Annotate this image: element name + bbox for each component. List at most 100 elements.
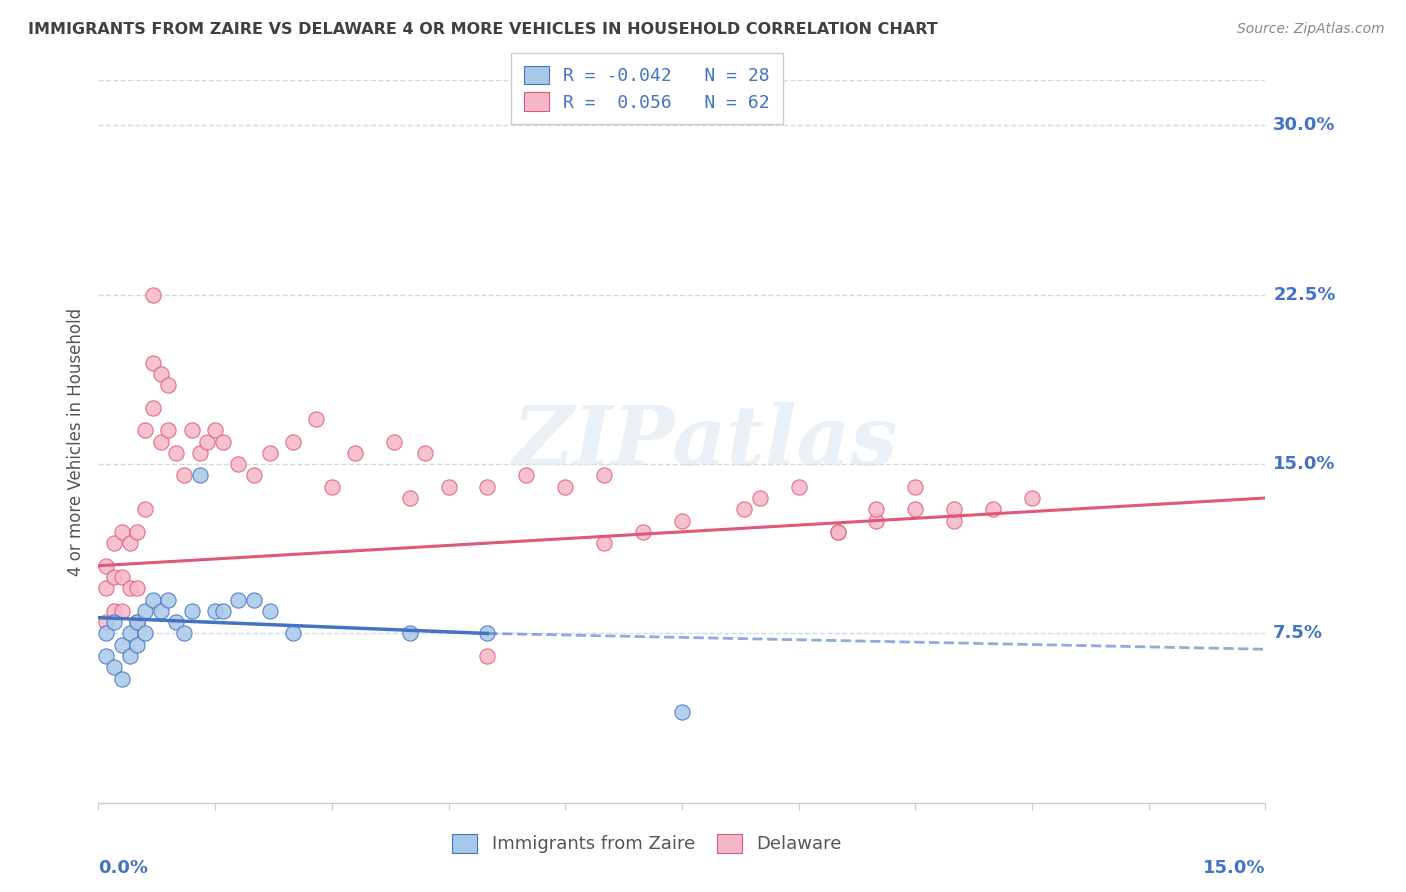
Point [134, 502, 156, 516]
Point [281, 434, 304, 449]
Point [437, 480, 460, 494]
Point [127, 615, 149, 630]
Point [243, 468, 266, 483]
Point [118, 626, 141, 640]
Legend: Immigrants from Zaire, Delaware: Immigrants from Zaire, Delaware [440, 822, 855, 866]
Point [259, 604, 281, 618]
Point [157, 378, 180, 392]
Point [554, 480, 576, 494]
Point [398, 491, 420, 505]
Point [204, 604, 226, 618]
Point [827, 524, 849, 539]
Point [118, 648, 141, 663]
Point [204, 423, 226, 437]
Point [259, 446, 281, 460]
Point [111, 524, 134, 539]
Point [173, 468, 195, 483]
Point [671, 706, 693, 720]
Point [748, 491, 770, 505]
Point [157, 423, 180, 437]
Point [593, 468, 616, 483]
Point [103, 604, 125, 618]
Point [243, 592, 266, 607]
Point [142, 355, 165, 369]
Point [134, 604, 156, 618]
Point [981, 502, 1004, 516]
Point [118, 536, 141, 550]
Point [96, 615, 118, 630]
Point [477, 626, 499, 640]
Point [149, 604, 172, 618]
Point [142, 401, 165, 415]
Text: 30.0%: 30.0% [1274, 117, 1336, 135]
Point [477, 648, 499, 663]
Point [671, 514, 693, 528]
Point [127, 582, 149, 596]
Point [787, 480, 810, 494]
Point [127, 615, 149, 630]
Point [111, 570, 134, 584]
Point [865, 502, 887, 516]
Text: IMMIGRANTS FROM ZAIRE VS DELAWARE 4 OR MORE VEHICLES IN HOUSEHOLD CORRELATION CH: IMMIGRANTS FROM ZAIRE VS DELAWARE 4 OR M… [28, 22, 938, 37]
Point [188, 446, 211, 460]
Point [398, 626, 420, 640]
Text: 15.0%: 15.0% [1274, 455, 1336, 473]
Point [173, 626, 195, 640]
Point [305, 412, 328, 426]
Point [134, 423, 156, 437]
Point [118, 582, 141, 596]
Point [157, 592, 180, 607]
Point [477, 480, 499, 494]
Point [281, 626, 304, 640]
Point [96, 626, 118, 640]
Point [188, 468, 211, 483]
Point [103, 570, 125, 584]
Point [127, 638, 149, 652]
Point [344, 446, 367, 460]
Point [631, 524, 654, 539]
Point [134, 626, 156, 640]
Point [228, 457, 250, 471]
Point [943, 514, 966, 528]
Point [212, 434, 235, 449]
Text: ZIPatlas: ZIPatlas [513, 401, 898, 482]
Point [515, 468, 537, 483]
Point [195, 434, 218, 449]
Text: 0.0%: 0.0% [98, 859, 149, 877]
Text: 15.0%: 15.0% [1204, 859, 1265, 877]
Text: Source: ZipAtlas.com: Source: ZipAtlas.com [1237, 22, 1385, 37]
Point [96, 648, 118, 663]
Point [228, 592, 250, 607]
Point [142, 592, 165, 607]
Y-axis label: 4 or more Vehicles in Household: 4 or more Vehicles in Household [66, 308, 84, 575]
Text: 22.5%: 22.5% [1274, 285, 1336, 304]
Point [865, 514, 887, 528]
Point [180, 604, 202, 618]
Point [96, 558, 118, 573]
Point [149, 367, 172, 381]
Point [1021, 491, 1043, 505]
Point [827, 524, 849, 539]
Point [103, 615, 125, 630]
Point [127, 524, 149, 539]
Point [111, 638, 134, 652]
Point [149, 434, 172, 449]
Point [382, 434, 405, 449]
Point [413, 446, 436, 460]
Point [103, 660, 125, 674]
Point [593, 536, 616, 550]
Point [212, 604, 235, 618]
Point [165, 446, 187, 460]
Point [111, 604, 134, 618]
Point [142, 287, 165, 301]
Point [904, 480, 927, 494]
Text: 7.5%: 7.5% [1274, 624, 1323, 642]
Point [943, 502, 966, 516]
Point [103, 536, 125, 550]
Point [904, 502, 927, 516]
Point [165, 615, 187, 630]
Point [96, 582, 118, 596]
Point [111, 672, 134, 686]
Point [180, 423, 202, 437]
Point [733, 502, 755, 516]
